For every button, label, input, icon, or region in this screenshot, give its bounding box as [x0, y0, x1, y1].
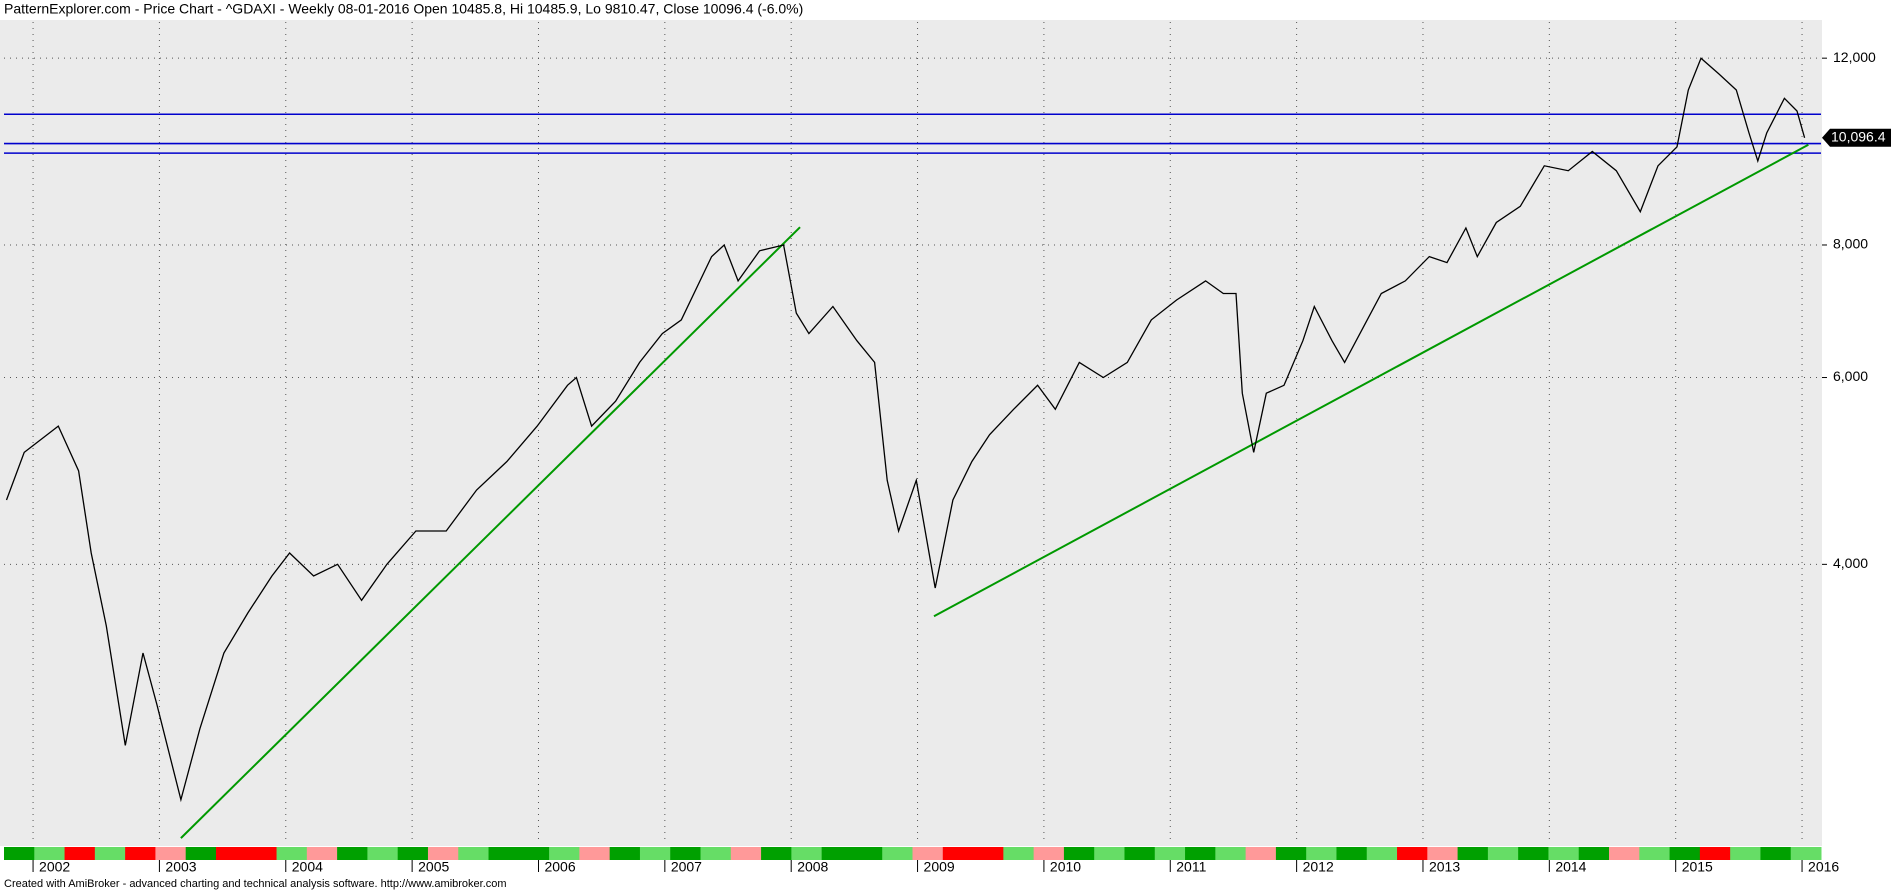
price-line — [5, 57, 1806, 803]
ribbon-segment — [761, 847, 792, 860]
x-tick-label: 2003 — [165, 859, 196, 875]
ribbon-segment — [458, 847, 490, 860]
ribbon-segment — [1306, 847, 1337, 860]
ribbon-segment — [1063, 847, 1095, 860]
ribbon-segment — [942, 847, 974, 860]
ribbon-segment — [639, 847, 671, 860]
ribbon-segment — [1518, 847, 1549, 860]
plot-background — [0, 20, 1822, 846]
ribbon-segment — [1427, 847, 1459, 860]
last-value-label: 10,096.4 — [1831, 128, 1886, 144]
x-tick-label: 2014 — [1555, 859, 1586, 875]
ribbon-segment — [306, 847, 338, 860]
ribbon-segment — [700, 847, 732, 860]
ribbon-segment — [1397, 847, 1428, 860]
ribbon-segment — [1154, 847, 1186, 860]
ribbon-segment — [791, 847, 823, 860]
ribbon-segment — [488, 847, 520, 860]
ribbon-segment — [1124, 847, 1156, 860]
ribbon-segment — [1609, 847, 1640, 860]
ribbon-segment — [1336, 847, 1368, 860]
ribbon-segment — [1790, 847, 1822, 860]
x-tick-label: 2006 — [544, 859, 575, 875]
ribbon-segment — [821, 847, 853, 860]
x-tick-label: 2012 — [1303, 859, 1334, 875]
ribbon-segment — [1275, 847, 1307, 860]
ribbon-segment — [1639, 847, 1671, 860]
x-tick-label: 2002 — [39, 859, 70, 875]
x-tick-label: 2015 — [1682, 859, 1713, 875]
ribbon-segment — [549, 847, 580, 860]
x-tick-label: 2010 — [1050, 859, 1081, 875]
trendline — [933, 143, 1809, 618]
ribbon-segment — [1003, 847, 1035, 860]
ribbon-segment — [1487, 847, 1519, 860]
ribbon-segment — [1185, 847, 1216, 860]
chart-title: PatternExplorer.com - Price Chart - ^GDA… — [4, 1, 803, 17]
ribbon-segment — [670, 847, 702, 860]
ribbon-segment — [64, 847, 96, 860]
ribbon-segment — [276, 847, 308, 860]
x-tick-label: 2011 — [1176, 859, 1206, 875]
ribbon-segment — [730, 847, 762, 860]
y-tick-label: 8,000 — [1833, 236, 1868, 252]
ribbon-segment — [1457, 847, 1489, 860]
ribbon-segment — [518, 847, 550, 860]
x-tick-label: 2013 — [1429, 859, 1460, 875]
footer: Created with AmiBroker - advanced charti… — [4, 878, 507, 890]
ribbon-segment — [1366, 847, 1398, 860]
ribbon-segment — [34, 847, 66, 860]
ribbon-segment — [609, 847, 641, 860]
ribbon-segment — [851, 847, 883, 860]
ribbon-segment — [1033, 847, 1065, 860]
ribbon-segment — [1730, 847, 1761, 860]
ribbon-segment — [1669, 847, 1701, 860]
ribbon-segment — [1578, 847, 1610, 860]
ribbon-segment — [94, 847, 126, 860]
ribbon-segment — [1548, 847, 1580, 860]
ribbon-segment — [973, 847, 1004, 860]
ribbon-segment — [4, 847, 35, 860]
y-tick-label: 6,000 — [1833, 368, 1868, 384]
ribbon-segment — [367, 847, 399, 860]
ribbon-segment — [1699, 847, 1731, 860]
ribbon-segment — [912, 847, 944, 860]
ribbon-segment — [125, 847, 156, 860]
ribbon-segment — [1094, 847, 1125, 860]
x-tick-label: 2005 — [418, 859, 449, 875]
y-tick-label: 4,000 — [1833, 555, 1868, 571]
x-tick-label: 2009 — [924, 859, 955, 875]
x-tick-label: 2007 — [671, 859, 702, 875]
y-tick-label: 12,000 — [1833, 49, 1876, 65]
ribbon-segment — [337, 847, 368, 860]
ribbon-segment — [155, 847, 187, 860]
ribbon-segment — [427, 847, 459, 860]
x-tick-label: 2004 — [292, 859, 323, 875]
trendline — [180, 226, 801, 839]
x-tick-label: 2008 — [797, 859, 828, 875]
ribbon-segment — [397, 847, 429, 860]
ribbon-segment — [215, 847, 247, 860]
ribbon-segment — [579, 847, 611, 860]
ribbon-segment — [246, 847, 278, 860]
ribbon-segment — [1760, 847, 1792, 860]
x-tick-label: 2016 — [1808, 859, 1839, 875]
ribbon-segment — [882, 847, 913, 860]
ribbon-segment — [1215, 847, 1247, 860]
last-value-tag — [1822, 128, 1891, 147]
ribbon-segment — [185, 847, 217, 860]
ribbon-segment — [1245, 847, 1277, 860]
